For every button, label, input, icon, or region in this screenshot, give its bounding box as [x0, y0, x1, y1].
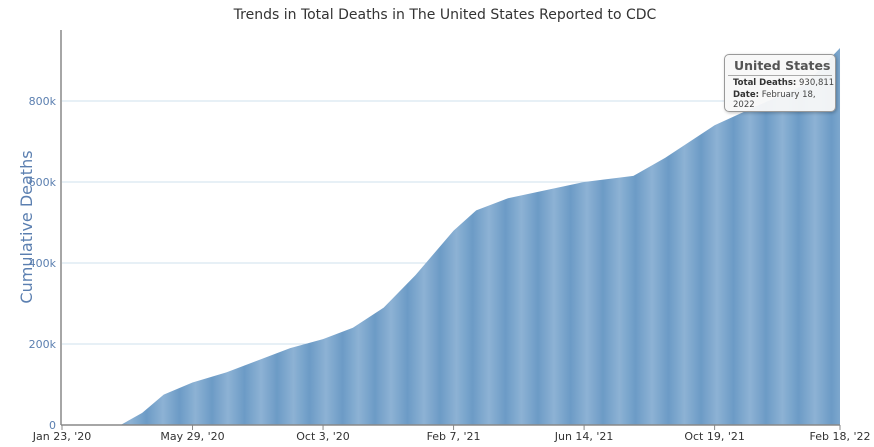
x-tick-label: Oct 19, '21: [684, 430, 745, 443]
x-tick-label: Feb 7, '21: [427, 430, 481, 443]
y-tick-label: 0: [49, 419, 56, 432]
x-tick-label: Jan 23, '20: [32, 430, 91, 443]
tooltip-deaths-label: Total Deaths:: [733, 78, 797, 88]
tooltip-date-label: Date:: [733, 90, 760, 100]
tooltip: United States Total Deaths: 930,811 Date…: [724, 54, 836, 112]
tooltip-date-value: February 18, 2022: [733, 90, 816, 110]
x-tick-label: Oct 3, '20: [296, 430, 350, 443]
area-series: [62, 48, 840, 425]
tooltip-deaths-value: 930,811: [799, 78, 835, 88]
y-tick-label: 800k: [29, 95, 57, 108]
y-tick-label: 200k: [29, 338, 57, 351]
y-tick-label: 400k: [29, 257, 57, 270]
x-tick-label: Feb 18, '22: [810, 430, 871, 443]
x-tick-label: Jun 14, '21: [554, 430, 614, 443]
chart-title: Trends in Total Deaths in The United Sta…: [233, 7, 657, 23]
tooltip-title: United States: [728, 55, 832, 76]
y-axis-label: Cumulative Deaths: [17, 150, 36, 303]
x-tick-label: May 29, '20: [160, 430, 224, 443]
y-tick-label: 600k: [29, 176, 57, 189]
